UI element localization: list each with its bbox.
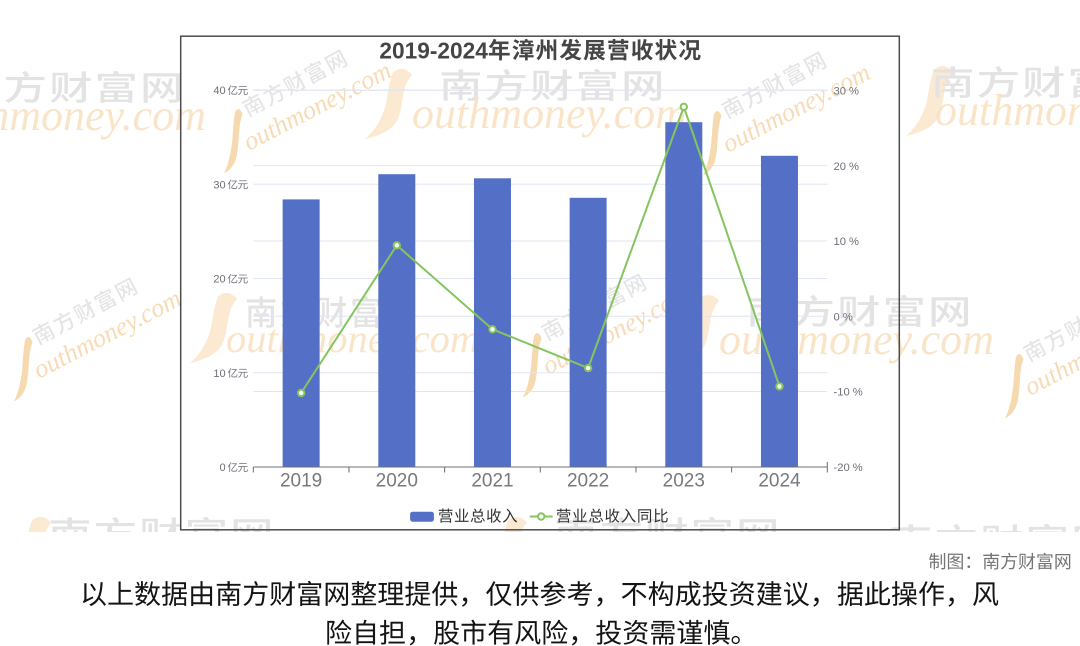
svg-text:2024: 2024 — [758, 471, 801, 492]
svg-text:10 %: 10 % — [834, 236, 860, 248]
svg-text:2023: 2023 — [663, 471, 705, 492]
svg-text:outhmoney.com: outhmoney.com — [412, 89, 687, 138]
svg-text:30 %: 30 % — [834, 86, 860, 98]
svg-text:2019: 2019 — [280, 471, 322, 492]
svg-text:20: 20 — [213, 274, 225, 286]
svg-text:outhmoney.com: outhmoney.com — [719, 315, 994, 364]
svg-text:0 %: 0 % — [834, 311, 853, 323]
svg-text:40: 40 — [213, 85, 225, 97]
svg-text:2019-2024: 2019-2024 — [379, 37, 488, 63]
svg-text:2022: 2022 — [567, 471, 609, 492]
svg-text:30: 30 — [213, 179, 225, 191]
svg-text:-20 %: -20 % — [834, 462, 863, 474]
svg-text:0: 0 — [219, 462, 225, 474]
svg-text:outhmoney.com: outhmoney.com — [0, 91, 206, 140]
svg-text:10: 10 — [213, 368, 225, 380]
svg-text:outhmoney.com: outhmoney.com — [935, 86, 1080, 135]
svg-text:-10 %: -10 % — [834, 387, 863, 399]
svg-text:2021: 2021 — [471, 471, 513, 492]
svg-text:20 %: 20 % — [834, 161, 860, 173]
svg-text:outhmoney.com: outhmoney.com — [226, 316, 479, 361]
svg-text:2020: 2020 — [376, 471, 418, 492]
